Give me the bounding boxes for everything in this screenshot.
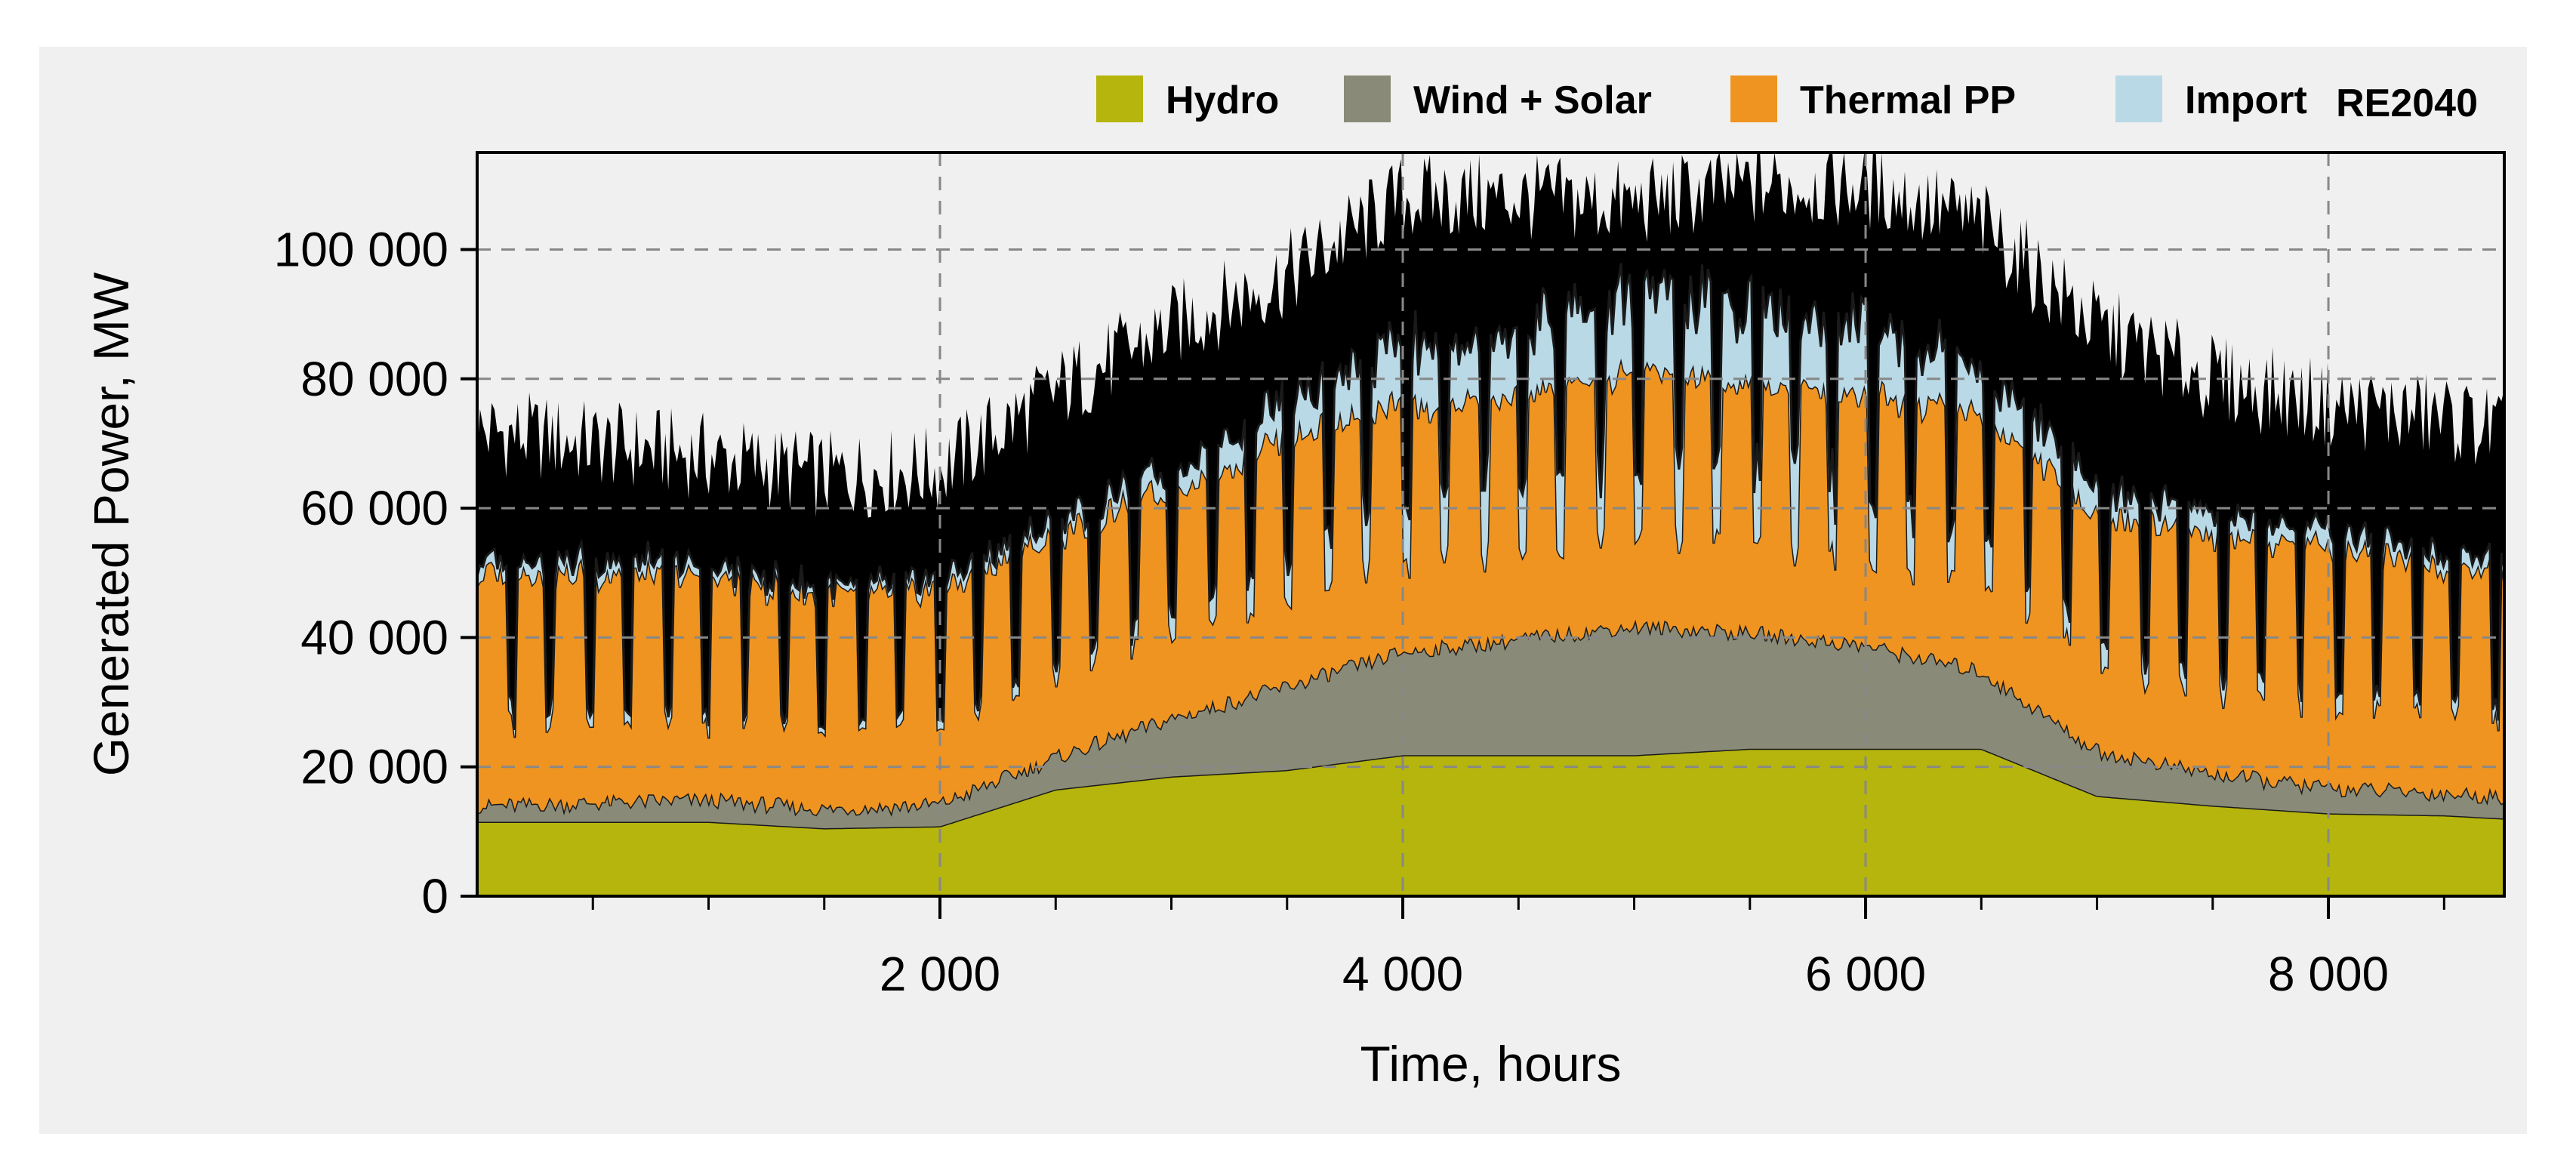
chart: 2 000 4 000 6 000 8 000 0 20 000 40 000 60 000… <box>83 75 2506 1092</box>
legend-swatch-thermal-pp <box>1730 75 1777 122</box>
legend: Hydro Wind + Solar Thermal PP Import <box>1096 75 2307 122</box>
y-tick-label: 100 000 <box>274 222 448 276</box>
legend-label-thermal-pp: Thermal PP <box>1800 79 2016 122</box>
x-tick-label: 4 000 <box>1342 947 1463 1001</box>
scenario-label: RE2040 <box>2336 82 2478 125</box>
legend-swatch-hydro <box>1096 75 1143 122</box>
y-tick-label: 40 000 <box>300 610 448 664</box>
legend-label-wind-solar: Wind + Solar <box>1413 79 1652 122</box>
plot-area <box>477 153 2504 896</box>
y-tick-label: 80 000 <box>300 352 448 406</box>
legend-label-hydro: Hydro <box>1166 79 1279 122</box>
legend-label-import: Import <box>2185 79 2307 122</box>
y-axis-title: Generated Power, MW <box>83 272 139 776</box>
y-tick-label: 20 000 <box>300 740 448 794</box>
x-tick-label: 6 000 <box>1805 947 1926 1001</box>
legend-swatch-import <box>2115 75 2162 122</box>
plot-frame <box>476 151 2506 898</box>
y-tick-label: 0 <box>421 869 448 923</box>
series-line-import <box>477 263 2504 732</box>
series-area-thermal-pp <box>477 358 2504 815</box>
chart-panel: 2 000 4 000 6 000 8 000 0 20 000 40 000 60 000… <box>39 47 2527 1134</box>
x-axis-title: Time, hours <box>1360 1036 1622 1092</box>
y-axis: 0 20 000 40 000 60 000 80 000 100 000 <box>274 222 477 923</box>
series-area-hydro <box>477 748 2504 896</box>
series-area-wind-solar <box>477 619 2504 829</box>
x-axis: 2 000 4 000 6 000 8 000 <box>591 896 2445 1001</box>
y-tick-label: 60 000 <box>300 481 448 535</box>
x-tick-label: 8 000 <box>2268 947 2389 1001</box>
grid <box>477 153 2504 896</box>
x-tick-label: 2 000 <box>880 947 1000 1001</box>
legend-swatch-wind-solar <box>1344 75 1391 122</box>
